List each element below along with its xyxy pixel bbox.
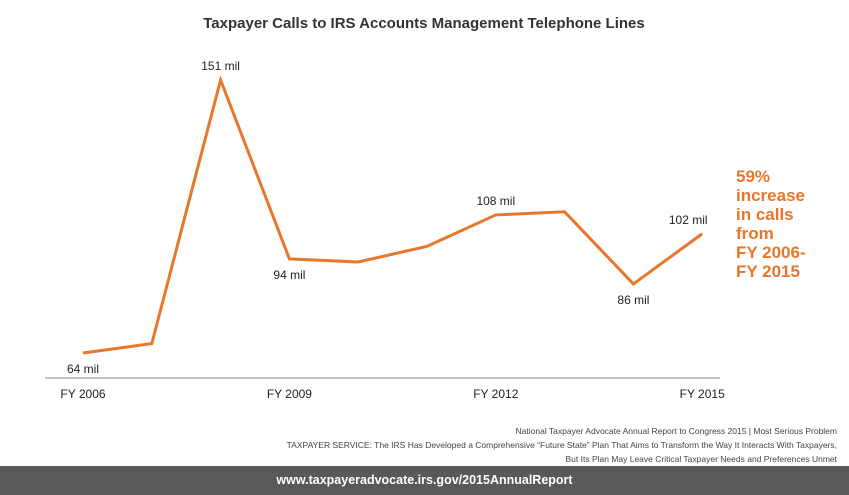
chart-title: Taxpayer Calls to IRS Accounts Managemen…	[203, 15, 645, 32]
series-line	[82, 75, 704, 355]
annotation-line: FY 2006-	[736, 243, 806, 262]
x-tick-label: FY 2015	[680, 387, 725, 401]
footer-bar: www.taxpayeradvocate.irs.gov/2015AnnualR…	[0, 466, 849, 495]
annotation-line: from	[736, 224, 774, 243]
data-label: 64 mil	[67, 362, 99, 376]
source-line-2: TAXPAYER SERVICE: The IRS Has Developed …	[286, 440, 837, 450]
annotation-line: FY 2015	[736, 262, 800, 281]
source-note: National Taxpayer Advocate Annual Report…	[287, 424, 837, 466]
x-tick-label: FY 2012	[473, 387, 518, 401]
x-tick-label: FY 2009	[267, 387, 312, 401]
footer-url[interactable]: www.taxpayeradvocate.irs.gov/2015AnnualR…	[276, 473, 573, 487]
data-label: 151 mil	[201, 59, 240, 73]
source-line-3: But Its Plan May Leave Critical Taxpayer…	[565, 454, 837, 464]
x-tick-label: FY 2006	[60, 387, 105, 401]
source-line-1: National Taxpayer Advocate Annual Report…	[515, 426, 837, 436]
data-label: 94 mil	[273, 268, 305, 282]
data-label: 108 mil	[476, 194, 515, 208]
line-chart: Taxpayer Calls to IRS Accounts Managemen…	[45, 15, 806, 401]
data-label: 102 mil	[669, 213, 708, 227]
annotation-line: in calls	[736, 205, 794, 224]
annotation-line: increase	[736, 186, 805, 205]
annotation-line: 59%	[736, 167, 770, 186]
data-label: 86 mil	[617, 293, 649, 307]
